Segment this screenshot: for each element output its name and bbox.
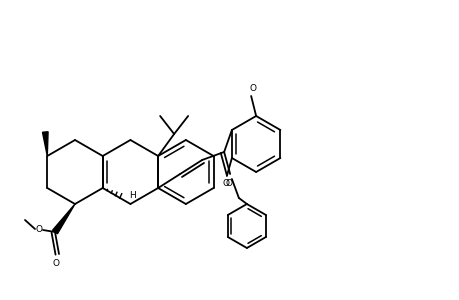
Text: O: O <box>225 179 232 188</box>
Text: O: O <box>35 226 42 235</box>
Polygon shape <box>52 204 75 234</box>
Text: O: O <box>222 178 229 188</box>
Text: O: O <box>52 259 59 268</box>
Polygon shape <box>42 132 48 156</box>
Text: O: O <box>249 83 256 92</box>
Text: H: H <box>129 191 135 200</box>
